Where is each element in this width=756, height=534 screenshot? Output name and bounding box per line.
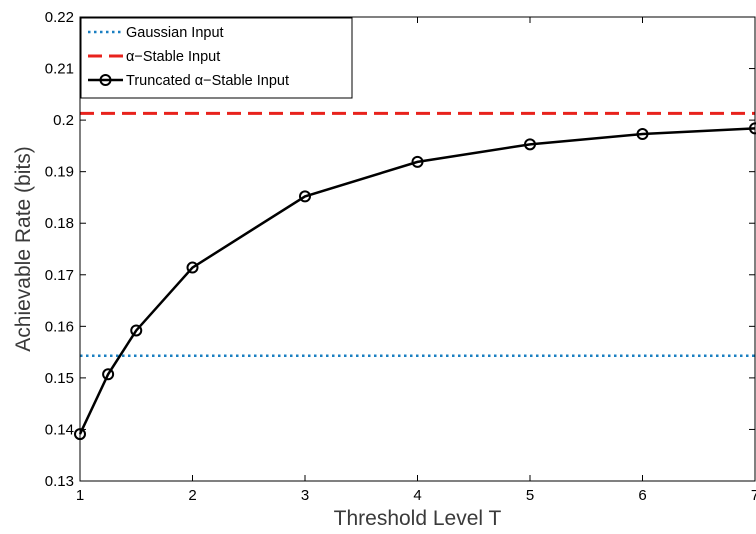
y-tick-label: 0.14 bbox=[45, 421, 74, 438]
legend-label: Truncated α−Stable Input bbox=[126, 73, 289, 89]
y-tick-label: 0.17 bbox=[45, 267, 74, 284]
y-tick-label: 0.13 bbox=[45, 473, 74, 490]
y-tick-label: 0.15 bbox=[45, 370, 74, 387]
x-tick-label: 7 bbox=[751, 487, 756, 504]
x-tick-label: 5 bbox=[526, 487, 534, 504]
x-tick-label: 3 bbox=[301, 487, 309, 504]
y-tick-label: 0.19 bbox=[45, 164, 74, 181]
x-tick-label: 2 bbox=[188, 487, 196, 504]
x-axis-label: Threshold Level T bbox=[334, 507, 502, 530]
y-axis-label: Achievable Rate (bits) bbox=[12, 146, 35, 351]
y-tick-label: 0.22 bbox=[45, 9, 74, 26]
x-tick-label: 6 bbox=[638, 487, 646, 504]
legend-label: α−Stable Input bbox=[126, 49, 220, 65]
y-tick-label: 0.21 bbox=[45, 61, 74, 78]
y-tick-label: 0.2 bbox=[53, 112, 74, 129]
legend: Gaussian Input α−Stable Input Truncated α−… bbox=[81, 18, 352, 98]
x-tick-label: 1 bbox=[76, 487, 84, 504]
y-tick-label: 0.18 bbox=[45, 215, 74, 232]
plot-layer bbox=[75, 113, 756, 439]
series-line-2 bbox=[80, 128, 755, 434]
legend-label: Gaussian Input bbox=[126, 25, 224, 41]
y-tick-label: 0.16 bbox=[45, 318, 74, 335]
x-tick-label: 4 bbox=[413, 487, 421, 504]
